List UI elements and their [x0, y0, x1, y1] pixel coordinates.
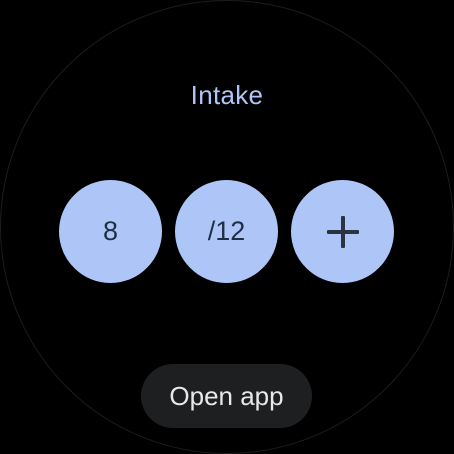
intake-count-value: 8 [102, 216, 119, 246]
intake-goal-circle[interactable]: /12 [175, 180, 278, 283]
tile-title: Intake [190, 80, 264, 110]
open-app-button[interactable]: Open app [141, 364, 312, 428]
intake-goal-value: /12 [207, 216, 246, 246]
intake-count-circle[interactable]: 8 [59, 180, 162, 283]
plus-icon [326, 215, 359, 248]
add-intake-button[interactable] [291, 180, 394, 283]
